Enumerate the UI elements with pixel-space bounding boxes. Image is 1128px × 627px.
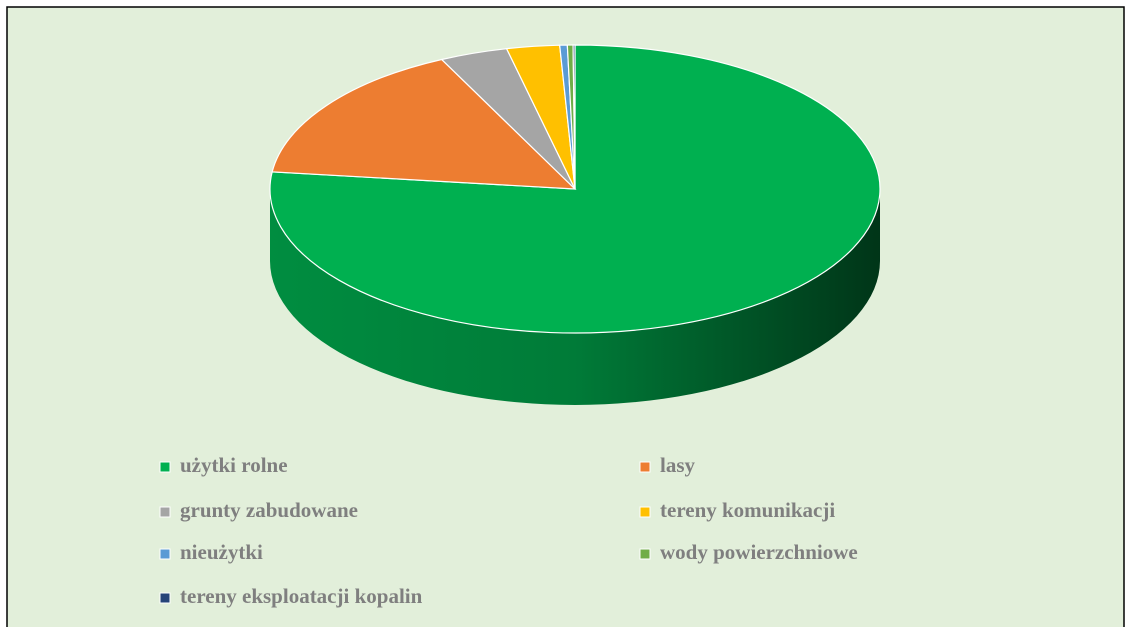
pie-slice-side [270,189,880,405]
legend-marker [159,548,171,560]
legend-marker [639,461,651,473]
frame [6,6,1125,627]
legend-label: użytki rolne [180,453,288,477]
legend-marker [639,548,651,560]
legend-label: lasy [660,453,696,477]
pie-slice [271,58,577,190]
legend-label: wody powierzchniowe [660,540,858,564]
legend-label: tereny komunikacji [660,498,835,522]
legend-label: tereny eksploatacji kopalin [180,584,423,608]
legend-marker [159,506,171,518]
legend-label: grunty zabudowane [180,498,358,522]
legend-marker [639,506,651,518]
legend-marker [159,592,171,604]
pie-slice [572,44,576,190]
legend-label: nieużytki [180,540,263,564]
legend-marker [159,461,171,473]
